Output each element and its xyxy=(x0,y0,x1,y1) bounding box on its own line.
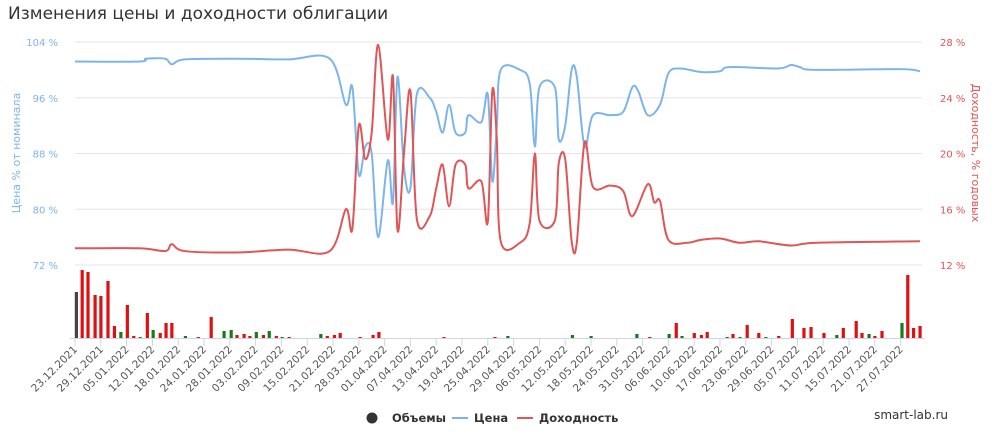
y-left-tick-label: 96 % xyxy=(33,94,58,105)
watermark: smart-lab.ru xyxy=(874,408,948,422)
volume-bar xyxy=(918,326,922,338)
volume-bar xyxy=(196,337,200,338)
y-left-tick-label: 80 % xyxy=(33,205,58,216)
volume-bar xyxy=(229,330,233,338)
volume-bar xyxy=(254,332,258,338)
chart-title: Изменения цены и доходности облигации xyxy=(8,4,389,24)
legend-volume-marker xyxy=(366,412,378,424)
volume-bar xyxy=(235,335,239,338)
volume-bar xyxy=(248,336,252,338)
yield-line xyxy=(74,43,920,255)
volume-bar xyxy=(900,323,904,338)
volume-bar xyxy=(860,333,864,338)
volume-bar xyxy=(287,337,291,338)
volume-bar xyxy=(570,335,574,338)
volume-bar xyxy=(757,333,761,338)
volume-bar xyxy=(280,337,284,338)
volume-bar xyxy=(648,337,652,338)
volume-bar xyxy=(377,332,381,338)
volume-bar xyxy=(738,337,742,338)
volume-bar xyxy=(274,336,278,338)
volume-bar xyxy=(86,272,90,338)
volume-bar xyxy=(692,333,696,338)
volume-bar xyxy=(493,337,497,338)
y-right-tick-label: 24 % xyxy=(940,94,965,105)
volume-bar xyxy=(267,331,271,338)
volume-bar xyxy=(332,335,336,338)
y-right-tick-label: 12 % xyxy=(940,261,965,272)
volume-bar xyxy=(880,331,884,338)
volume-bar xyxy=(151,330,155,338)
volume-bar xyxy=(261,335,266,338)
volume-bar xyxy=(222,331,226,338)
volume-bar xyxy=(158,333,162,338)
volume-bar xyxy=(731,334,735,338)
volume-bar xyxy=(338,333,342,338)
legend-item-0[interactable]: Объемы xyxy=(392,411,446,425)
volume-bar xyxy=(119,332,123,338)
volume-bar xyxy=(699,335,703,338)
y-right-tick-label: 20 % xyxy=(940,150,965,161)
volume-bar xyxy=(589,336,593,338)
volume-bar xyxy=(809,327,813,338)
y-left-tick-label: 104 % xyxy=(26,38,58,49)
volume-bar xyxy=(242,334,246,338)
volume-bar xyxy=(506,336,510,338)
volume-bar xyxy=(725,337,729,338)
volume-bar xyxy=(667,334,671,338)
y-left-axis-title: Цена % от номинала xyxy=(10,93,23,213)
volume-bar xyxy=(873,336,877,338)
volume-bar xyxy=(371,335,375,338)
volume-bar xyxy=(164,323,168,338)
y-right-axis-title: Доходность, % годовых xyxy=(969,84,982,223)
volume-bar xyxy=(183,336,187,338)
volume-bar xyxy=(841,328,845,338)
volume-bar xyxy=(912,328,916,338)
volume-bar xyxy=(319,334,323,338)
volume-bar xyxy=(822,333,826,338)
volume-bar xyxy=(442,337,446,338)
y-right-tick-label: 16 % xyxy=(940,205,965,216)
legend-item-2[interactable]: Доходность xyxy=(539,411,618,425)
volume-bar xyxy=(764,337,768,338)
volume-bar xyxy=(854,321,858,338)
volume-bar xyxy=(906,275,910,338)
volume-bar xyxy=(112,326,117,338)
volume-bar xyxy=(132,336,136,338)
volume-bar xyxy=(674,323,678,338)
volume-bar xyxy=(93,295,97,338)
volume-bar xyxy=(106,281,110,338)
volume-bar xyxy=(170,323,174,338)
volume-bar xyxy=(835,335,839,338)
volume-bar xyxy=(99,296,103,338)
volume-bar xyxy=(74,292,78,338)
y-right-tick-label: 28 % xyxy=(940,38,965,49)
volume-bar xyxy=(80,270,84,338)
y-left-tick-label: 88 % xyxy=(33,150,58,161)
y-left-tick-label: 72 % xyxy=(33,261,58,272)
volume-bar xyxy=(777,336,781,338)
volume-bar xyxy=(745,325,749,338)
volume-bar xyxy=(802,328,806,338)
volume-bar xyxy=(635,334,639,338)
volume-bar xyxy=(145,313,149,338)
volume-bar xyxy=(125,305,129,338)
volume-bar xyxy=(138,337,142,338)
price-line xyxy=(74,54,921,239)
volume-bar xyxy=(790,319,794,338)
volume-bar xyxy=(680,336,684,338)
volume-bar xyxy=(358,337,362,338)
volume-bar xyxy=(867,334,871,338)
volume-bar xyxy=(705,332,709,338)
volume-bar xyxy=(325,336,329,338)
legend-item-1[interactable]: Цена xyxy=(474,411,508,425)
volume-bar xyxy=(209,317,213,338)
